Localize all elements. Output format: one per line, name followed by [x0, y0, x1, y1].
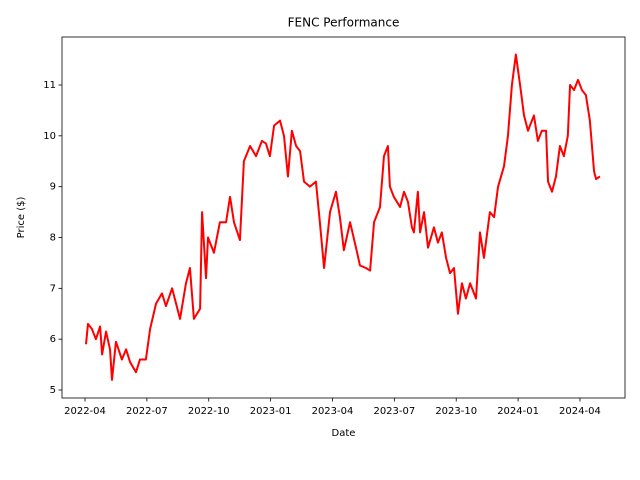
y-axis-label: Price ($) — [16, 197, 27, 239]
y-tick-label: 5 — [50, 385, 56, 396]
y-tick-label: 11 — [43, 80, 56, 91]
x-tick-label: 2022-07 — [126, 406, 168, 417]
y-tick-label: 10 — [43, 131, 56, 142]
x-tick-label: 2023-07 — [373, 406, 415, 417]
x-tick-label: 2023-10 — [435, 406, 477, 417]
x-tick-label: 2023-01 — [250, 406, 292, 417]
plot-frame — [61, 36, 626, 399]
x-tick-label: 2024-04 — [559, 406, 601, 417]
chart-title: FENC Performance — [288, 16, 400, 30]
x-tick-label: 2022-04 — [64, 406, 106, 417]
y-tick-label: 7 — [50, 283, 56, 294]
y-tick-label: 9 — [50, 182, 56, 193]
y-tick-label: 8 — [50, 233, 56, 244]
x-tick-label: 2022-10 — [188, 406, 230, 417]
price-line — [85, 53, 601, 381]
y-tick-label: 6 — [50, 334, 56, 345]
x-tick-label: 2024-01 — [497, 406, 539, 417]
x-axis-label: Date — [332, 428, 356, 439]
x-tick-label: 2023-04 — [312, 406, 354, 417]
